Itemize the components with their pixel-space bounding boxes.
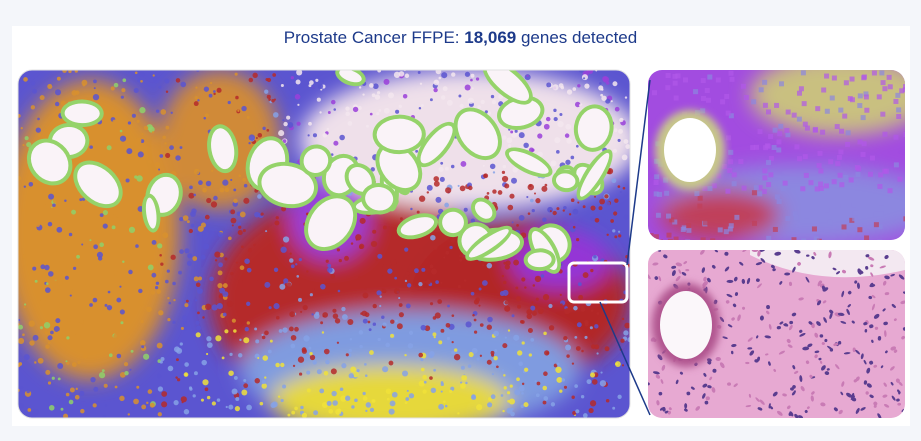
title-text: Prostate Cancer FFPE: xyxy=(283,28,465,47)
connector-line xyxy=(599,301,651,416)
zoom-box xyxy=(567,261,629,304)
connector-line xyxy=(626,79,651,266)
spatial-map xyxy=(18,70,630,418)
zoom-map xyxy=(648,70,905,240)
figure-title: Prostate Cancer FFPE: 18,069 genes detec… xyxy=(0,28,921,48)
gene-count: 18,069 xyxy=(464,28,517,47)
title-text: genes detected xyxy=(516,28,638,47)
histology-image xyxy=(648,250,905,418)
